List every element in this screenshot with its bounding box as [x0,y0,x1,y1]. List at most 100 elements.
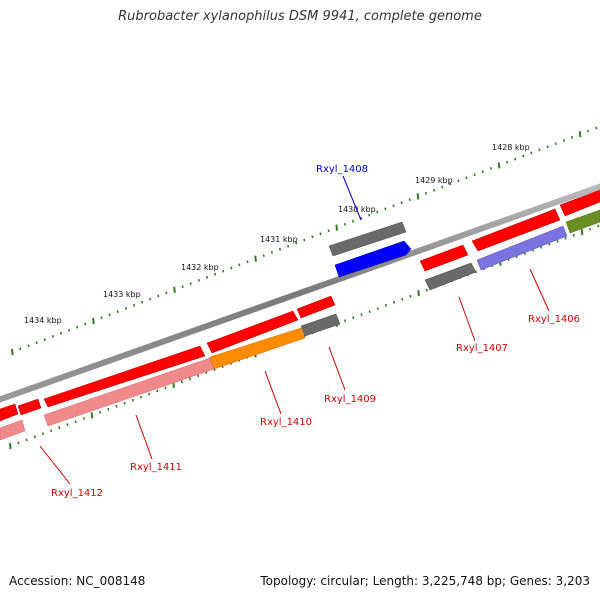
scale-tick [424,191,428,195]
scale-tick [303,238,306,242]
scale-label-1432: 1432 kbp [181,263,219,272]
gene-rxyl-1412[interactable] [0,419,26,441]
scale-tick [595,126,598,130]
gene-rxyl-1407-red[interactable] [419,244,469,272]
scale-tick [123,401,126,405]
leader-rxyl-1408 [342,175,362,221]
scale-tick [597,224,600,228]
scale-tick [352,316,355,320]
scale-label-1433: 1433 kbp [103,290,141,299]
scale-tick [548,242,551,246]
scale-tick [384,207,387,211]
scale-tick [205,275,209,279]
scale-tick [115,404,118,408]
leader-lines [39,175,550,485]
scale-tick [9,442,12,450]
scale-tick [287,244,290,248]
gene-label-rxyl-1406[interactable]: Rxyl_1406 [528,314,580,325]
scale-tick [401,297,404,301]
leader-rxyl-1409 [328,346,346,391]
gene-red-1411[interactable] [43,345,206,408]
gene-red-small-1[interactable] [17,398,42,416]
scale-tick [540,246,543,249]
scale-tick [368,213,371,217]
scale-tick [368,310,371,313]
leader-rxyl-1406 [529,268,550,312]
scale-tick [481,170,484,173]
scale-tick [433,188,436,192]
scale-tick [51,335,54,338]
scale-tick [188,377,192,381]
scale-tick [19,347,22,351]
scale-tick [270,251,273,254]
gene-rxyl-1409[interactable] [300,313,341,337]
scale-tick [457,179,460,183]
scale-tick [497,162,501,169]
scale-tick [343,223,346,226]
scale-tick [99,411,102,414]
scale-tick [578,131,582,138]
scale-tick [68,328,71,332]
scale-label-1434: 1434 kbp [24,316,62,325]
scale-tick [351,219,355,223]
scale-tick [580,229,584,236]
scale-tick [335,224,338,231]
scale-tick [344,319,347,323]
scale-tick [564,236,567,240]
scale-tick [556,239,559,243]
scale-tick [254,255,257,262]
scale-label-1429: 1429 kbp [415,176,453,185]
scale-tick [180,380,183,384]
scale-tick [189,282,192,285]
scale-tick [360,313,363,316]
gene-rxyl-1411[interactable] [43,357,215,427]
scale-tick [311,235,314,239]
scale-tick [11,348,14,356]
scale-tick [74,420,77,423]
scale-tick [116,310,119,313]
scale-tick [572,233,575,237]
leader-rxyl-1412 [39,445,71,485]
accession-text: Accession: NC_008148 [9,574,146,588]
scale-tick [425,288,428,292]
scale-label-1431: 1431 kbp [260,235,298,244]
gene-label-rxyl-1408[interactable]: Rxyl_1408 [316,164,368,175]
scale-tick [181,285,184,289]
scale-tick [197,279,200,282]
scale-tick [538,148,541,152]
gene-label-rxyl-1411[interactable]: Rxyl_1411 [130,462,182,473]
gene-red-small-0[interactable] [0,403,19,422]
scale-tick [546,145,549,149]
scale-tick [164,386,167,390]
scale-tick [222,269,225,273]
gene-label-rxyl-1407[interactable]: Rxyl_1407 [456,343,508,354]
scale-tick [43,338,46,341]
scale-tick [100,316,103,320]
scale-tick [514,157,517,161]
gene-label-rxyl-1410[interactable]: Rxyl_1410 [260,417,312,428]
scale-tick [197,374,200,378]
gene-rxyl-1408-grey[interactable] [328,221,407,257]
scale-tick [25,438,28,442]
scale-tick [41,432,45,436]
genome-backbone [0,183,600,403]
gene-label-rxyl-1409[interactable]: Rxyl_1409 [324,394,376,405]
gene-rxyl-1408[interactable] [334,240,412,278]
leader-rxyl-1410 [264,370,282,415]
scale-tick [33,435,36,439]
scale-tick [409,294,412,298]
scale-tick [562,139,565,142]
scale-tick [376,307,379,310]
gene-olive[interactable] [565,209,600,234]
scale-tick [246,260,249,264]
gene-red-right[interactable] [559,189,600,217]
gene-red-1410[interactable] [206,310,299,354]
scale-tick [157,294,160,298]
scale-tick [522,154,525,158]
gene-label-rxyl-1412[interactable]: Rxyl_1412 [51,488,103,499]
scale-tick [278,247,282,251]
gene-red-1409[interactable] [296,295,336,319]
gene-rxyl-1406-red[interactable] [471,208,561,252]
gene-rxyl-1406[interactable] [476,225,568,271]
gene-rxyl-1407[interactable] [424,262,477,291]
